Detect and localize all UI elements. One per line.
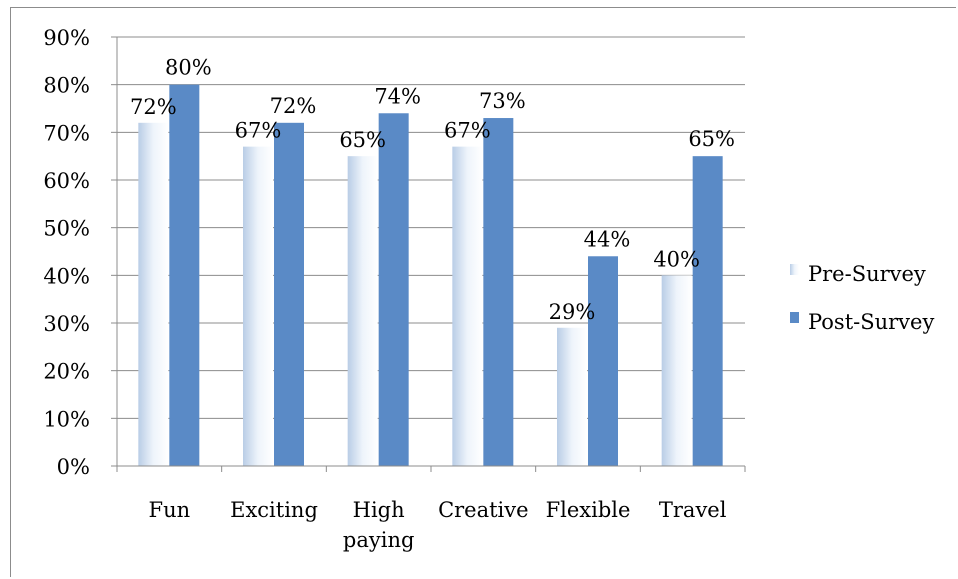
- y-tick-label: 50%: [43, 217, 90, 241]
- bar-pre-survey: [452, 146, 483, 466]
- data-label-post-survey: 72%: [270, 94, 317, 118]
- y-tick-label: 70%: [43, 121, 90, 145]
- bar-pre-survey: [347, 156, 378, 466]
- data-label-pre-survey: 29%: [549, 300, 596, 324]
- bar-pre-survey: [661, 275, 692, 466]
- x-category-label: Fun: [149, 498, 191, 522]
- data-label-post-survey: 44%: [584, 227, 631, 251]
- data-label-pre-survey: 65%: [339, 128, 386, 152]
- y-tick-label: 60%: [43, 169, 90, 193]
- data-label-post-survey: 73%: [479, 89, 526, 113]
- y-tick-label: 0%: [57, 455, 90, 479]
- y-tick-label: 80%: [43, 74, 90, 98]
- data-label-pre-survey: 72%: [130, 95, 177, 119]
- bar-post-survey: [169, 84, 200, 467]
- x-category-label: paying: [343, 528, 415, 552]
- x-category-label: Exciting: [230, 498, 318, 522]
- axes: 0% 10% 20% 30% 40% 50% 60% 70% 80% 90% Fun Exciting…: [43, 26, 746, 552]
- bar-post-survey: [483, 118, 514, 467]
- bar-post-survey: [588, 256, 618, 466]
- y-tick-label: 30%: [43, 312, 90, 336]
- bar-pre-survey: [138, 122, 169, 467]
- bars: [138, 84, 723, 467]
- data-label-pre-survey: 40%: [653, 247, 700, 271]
- data-label-post-survey: 65%: [688, 127, 735, 151]
- data-labels: 72%80%67%72%65%74%67%73%29%44%40%65%: [130, 56, 735, 324]
- x-category-label: Flexible: [546, 498, 631, 522]
- legend-swatch: [790, 264, 799, 275]
- bar-pre-survey: [243, 146, 273, 466]
- gridlines: [117, 36, 745, 419]
- legend-label: Pre-Survey: [808, 262, 926, 286]
- x-category-label: Travel: [659, 498, 727, 522]
- bar-post-survey: [378, 113, 409, 467]
- y-tick-label: 90%: [43, 26, 90, 50]
- legend-swatch: [790, 312, 799, 323]
- legend-label: Post-Survey: [808, 310, 934, 334]
- bar-pre-survey: [557, 327, 587, 466]
- bar-post-survey: [274, 122, 304, 467]
- chart-frame: [10, 7, 956, 577]
- bar-post-survey: [692, 156, 723, 466]
- y-tick-label: 10%: [43, 407, 90, 431]
- y-tick-label: 20%: [43, 360, 90, 384]
- legend: Pre-Survey Post-Survey: [790, 262, 934, 334]
- data-label-post-survey: 74%: [374, 84, 421, 108]
- y-tick-label: 40%: [43, 264, 90, 288]
- data-label-post-survey: 80%: [165, 56, 212, 80]
- data-label-pre-survey: 67%: [444, 119, 491, 143]
- x-category-label: Creative: [438, 498, 529, 522]
- data-label-pre-survey: 67%: [235, 119, 282, 143]
- x-category-label: High: [353, 498, 405, 522]
